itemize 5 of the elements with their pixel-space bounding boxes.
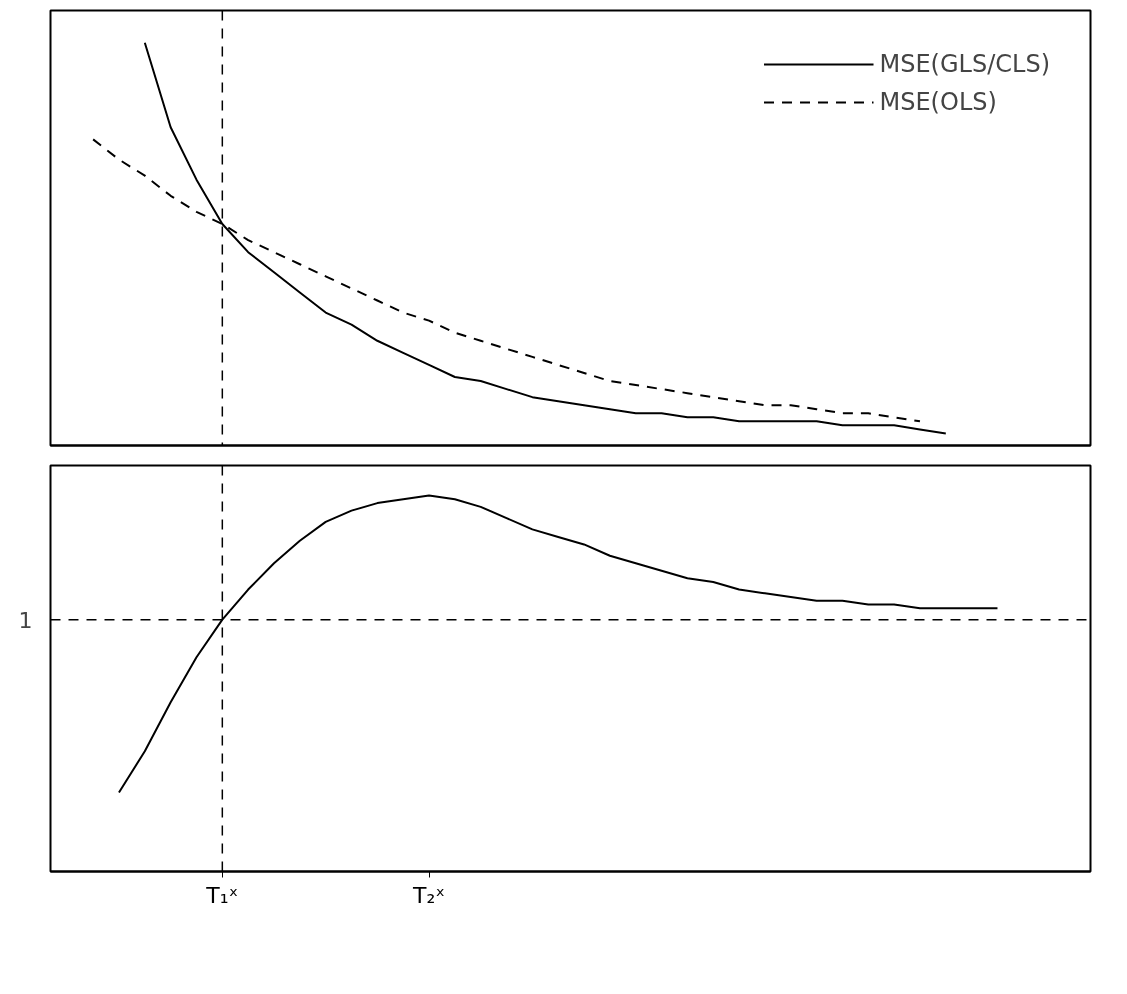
x-tick-label: T₁ˣ [205,882,239,908]
legend-label: MSE(OLS) [879,88,997,116]
ref-line-label: 1 [18,607,33,633]
legend-label: MSE(GLS/CLS) [879,50,1050,78]
x-tick-label: T₂ˣ [412,882,446,908]
